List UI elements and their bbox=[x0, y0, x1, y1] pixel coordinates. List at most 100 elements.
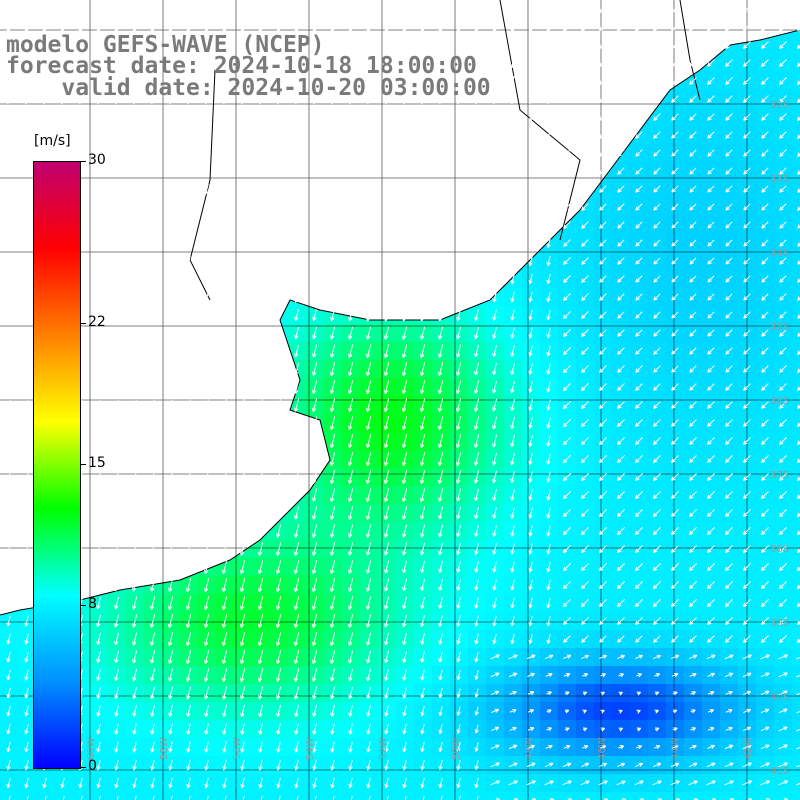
wind-vector-arrow bbox=[168, 21, 173, 33]
wind-speed-cell bbox=[792, 612, 800, 630]
wind-vector-arrow bbox=[294, 3, 299, 15]
wind-vector-arrow bbox=[258, 21, 263, 33]
wind-speed-cell bbox=[540, 792, 558, 800]
wind-speed-cell bbox=[792, 774, 800, 792]
wind-vector-arrow bbox=[186, 3, 191, 15]
colorbar-tick-label: 0 bbox=[88, 758, 97, 774]
wind-speed-cell bbox=[756, 792, 774, 800]
wind-vector-arrow bbox=[186, 21, 191, 33]
longitude-label: 48W bbox=[524, 737, 535, 760]
wind-speed-cell bbox=[576, 792, 594, 800]
wind-speed-cell bbox=[792, 522, 800, 540]
wind-vector-arrow bbox=[222, 21, 227, 33]
wind-vector-arrow bbox=[492, 3, 497, 15]
wind-vector-arrow bbox=[24, 3, 29, 15]
wind-speed-cell bbox=[792, 90, 800, 108]
wind-vector-arrow bbox=[96, 3, 101, 15]
wind-vector-arrow bbox=[652, 5, 661, 14]
wind-vector-arrow bbox=[634, 5, 643, 14]
coastline bbox=[0, 0, 800, 616]
wind-speed-cell bbox=[792, 684, 800, 702]
wind-vector-arrow bbox=[546, 3, 551, 15]
wind-vector-arrow bbox=[114, 3, 119, 15]
colorbar-units: [m/s] bbox=[34, 133, 71, 149]
wind-vector-arrow bbox=[580, 5, 589, 14]
wind-speed-cell bbox=[486, 792, 504, 800]
wind-vector-arrow bbox=[366, 3, 371, 15]
wind-speed-cell bbox=[792, 738, 800, 756]
wind-vector-arrow bbox=[204, 21, 209, 33]
wind-speed-cell bbox=[144, 792, 162, 800]
latitude-label: 39S bbox=[770, 618, 789, 629]
latitude-label: 36S bbox=[770, 396, 789, 407]
wind-vector-arrow bbox=[114, 21, 119, 33]
wind-speed-cell bbox=[792, 504, 800, 522]
wind-vector-arrow bbox=[796, 8, 800, 14]
colorbar-tick-mark bbox=[80, 464, 86, 465]
wind-speed-cell bbox=[792, 576, 800, 594]
longitude-label: 50W bbox=[451, 737, 462, 760]
wind-vector-arrow bbox=[60, 3, 65, 15]
longitude-label: 58W bbox=[159, 737, 170, 760]
wind-vector-arrow bbox=[222, 3, 227, 15]
longitude-label: 56W bbox=[232, 737, 243, 760]
wind-speed-cell bbox=[162, 792, 180, 800]
wind-vector-arrow bbox=[778, 5, 787, 14]
wind-speed-cell bbox=[198, 792, 216, 800]
wind-speed-cell bbox=[792, 306, 800, 324]
wind-vector-arrow bbox=[420, 3, 425, 15]
colorbar-tick-mark bbox=[80, 161, 86, 162]
wind-speed-cell bbox=[702, 792, 720, 800]
wind-speed-cell bbox=[324, 792, 342, 800]
latitude-label: 40S bbox=[770, 692, 789, 703]
wind-speed-cell bbox=[612, 792, 630, 800]
longitude-label: 60W bbox=[86, 737, 97, 760]
wind-vector-arrow bbox=[438, 3, 443, 15]
latitude-label: 34S bbox=[770, 248, 789, 259]
wind-speed-cell bbox=[792, 558, 800, 576]
wind-speed-cell bbox=[792, 108, 800, 126]
wind-speed-cell bbox=[18, 792, 36, 800]
wind-vector-arrow bbox=[670, 5, 679, 14]
wind-speed-cell bbox=[792, 216, 800, 234]
wind-vector-arrow bbox=[42, 21, 47, 33]
latitude-label: 33S bbox=[770, 174, 789, 185]
wind-speed-cell bbox=[648, 792, 666, 800]
wind-vector-arrow bbox=[474, 3, 479, 15]
land-mask bbox=[0, 0, 800, 615]
latitude-label: 41S bbox=[770, 766, 789, 777]
wind-speed-cell bbox=[666, 792, 684, 800]
wind-speed-cell bbox=[396, 792, 414, 800]
wind-vector-arrow bbox=[330, 21, 335, 33]
wind-vector-arrow bbox=[402, 21, 407, 33]
colorbar-tick-label: 30 bbox=[88, 152, 106, 168]
wind-vector-arrow bbox=[312, 3, 317, 15]
wind-vector-arrow bbox=[6, 3, 11, 15]
wind-speed-cell bbox=[180, 792, 198, 800]
wind-vector-arrow bbox=[6, 21, 11, 33]
wind-speed-cell bbox=[558, 792, 576, 800]
wind-vector-arrow bbox=[510, 3, 515, 15]
colorbar-tick-mark bbox=[80, 605, 86, 607]
wind-speed-cell bbox=[522, 792, 540, 800]
wind-vector-arrow bbox=[78, 21, 83, 33]
wind-speed-cell bbox=[90, 792, 108, 800]
latitude-label: 35S bbox=[770, 322, 789, 333]
wind-speed-cell bbox=[306, 792, 324, 800]
wind-vector-arrow bbox=[276, 3, 281, 15]
wind-speed-cell bbox=[432, 792, 450, 800]
longitude-label: 42W bbox=[743, 737, 754, 760]
wind-speed-cell bbox=[792, 486, 800, 504]
latitude-label: 37S bbox=[770, 470, 789, 481]
wind-speed-cell bbox=[792, 36, 800, 54]
wind-speed-cell bbox=[792, 72, 800, 90]
wind-speed-cell bbox=[792, 162, 800, 180]
wind-vector-arrow bbox=[150, 21, 155, 33]
wind-speed-cell bbox=[792, 648, 800, 666]
wind-vectors bbox=[6, 3, 800, 800]
colorbar-tick-mark bbox=[80, 767, 86, 768]
wind-vector-arrow bbox=[562, 5, 571, 14]
wind-vector-arrow bbox=[132, 3, 137, 15]
wind-vector-arrow bbox=[60, 21, 65, 33]
